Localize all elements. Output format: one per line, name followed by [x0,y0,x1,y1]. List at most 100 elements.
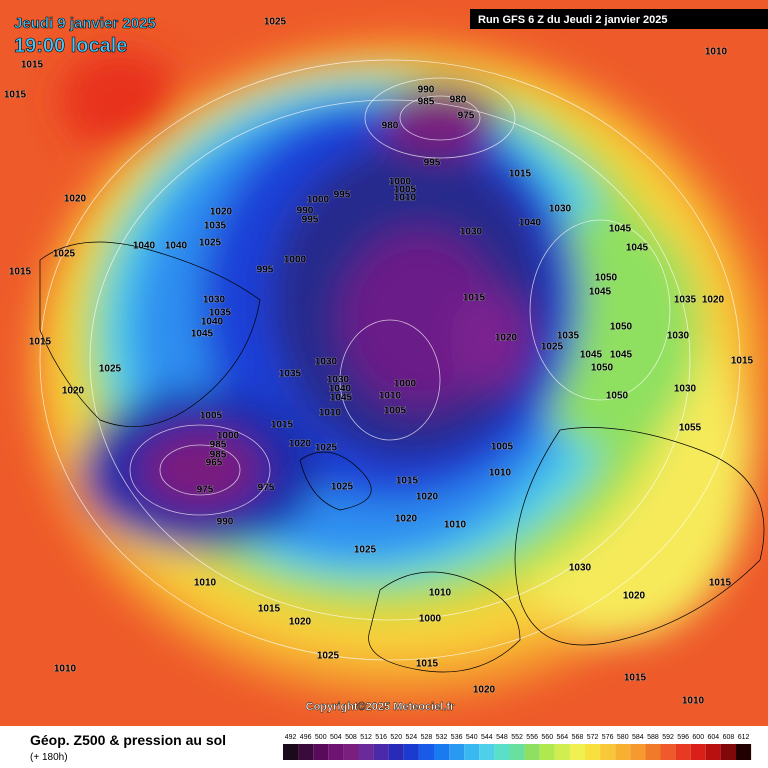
pressure-label: 1025 [99,364,122,375]
pressure-label: 1015 [416,659,439,670]
run-info: Run GFS 6 Z du Jeudi 2 janvier 2025 [478,14,668,26]
pressure-label: 1015 [9,267,32,278]
pressure-label: 975 [458,111,475,122]
scale-swatch [675,744,691,760]
pressure-label: 1050 [591,363,614,374]
pressure-label: 1025 [354,545,377,556]
pressure-label: 1055 [679,423,702,434]
scale-swatch [343,744,359,760]
pressure-label: 1045 [626,243,649,254]
pressure-label: 1030 [327,375,350,386]
pressure-label: 1000 [389,177,412,188]
scale-label: 496 [300,734,312,741]
scale-label: 500 [315,734,327,741]
pressure-label: 1015 [709,578,732,589]
valid-date: Jeudi 9 janvier 2025 [14,15,156,32]
scale-label: 540 [466,734,478,741]
scale-label: 556 [526,734,538,741]
scale-swatch [283,744,299,760]
pressure-label: 1030 [315,357,338,368]
pressure-label: 1035 [279,369,302,380]
pressure-label: 995 [302,215,319,226]
pressure-label: 1045 [580,350,603,361]
pressure-label: 1035 [204,221,227,232]
scale-swatch [645,744,661,760]
pressure-label: 1030 [667,331,690,342]
pressure-label: 1045 [610,350,633,361]
scale-label: 572 [587,734,599,741]
pressure-label: 980 [382,121,399,132]
pressure-label: 1010 [429,588,452,599]
scale-label: 560 [541,734,553,741]
pressure-label: 1050 [606,391,629,402]
pressure-label: 1015 [624,673,647,684]
pressure-label: 1020 [64,194,87,205]
pressure-label: 1030 [460,227,483,238]
pressure-label: 1020 [289,439,312,450]
pressure-label: 1025 [264,17,287,28]
pressure-label: 1010 [444,520,467,531]
pressure-label: 1020 [395,514,418,525]
scale-label: 604 [708,734,720,741]
scale-label: 612 [738,734,750,741]
pressure-label: 1015 [396,476,419,487]
pressure-label: 1015 [731,356,754,367]
pressure-label: 1015 [463,293,486,304]
scale-label: 516 [375,734,387,741]
pressure-label: 1020 [416,492,439,503]
pressure-label: 1040 [201,317,224,328]
pressure-label: 1050 [610,322,633,333]
scale-label: 536 [451,734,463,741]
scale-label: 576 [602,734,614,741]
pressure-label: 1040 [133,241,156,252]
pressure-label: 1020 [210,207,233,218]
pressure-label: 1015 [21,60,44,71]
pressure-label: 1035 [209,308,232,319]
pressure-label: 1050 [595,273,618,284]
pressure-label: 1030 [674,384,697,395]
scale-label: 548 [496,734,508,741]
scale-swatch [720,744,736,760]
pressure-label: 990 [418,85,435,96]
pressure-label: 1025 [315,443,338,454]
pressure-label: 1020 [495,333,518,344]
scale-label: 568 [572,734,584,741]
pressure-label: 1010 [394,193,417,204]
run-box [470,9,768,29]
scale-label: 580 [617,734,629,741]
scale-swatch [313,744,329,760]
footer-lead: (+ 180h) [30,752,68,763]
pressure-label: 1045 [330,393,353,404]
scale-label: 584 [632,734,644,741]
scale-swatch [298,744,314,760]
color-scale: 492 496 500 504 508 512 516 520 524 528 532 536 540 5… [283,734,752,760]
pressure-label: 980 [450,95,467,106]
pressure-label: 965 [206,458,223,469]
pressure-label: 1020 [702,295,725,306]
scale-swatch [554,744,570,760]
pressure-label: 975 [197,485,214,496]
pressure-label: 1000 [284,255,307,266]
scale-swatch [524,744,540,760]
pressure-label: 1000 [217,431,240,442]
pressure-label: 1040 [329,384,352,395]
scale-label: 552 [511,734,523,741]
pressure-label: 1025 [53,249,76,260]
scale-swatch [690,744,706,760]
pressure-label: 1025 [541,342,564,353]
pressure-label: 985 [210,450,227,461]
pressure-label: 1030 [203,295,226,306]
pressure-label: 1015 [258,604,281,615]
scale-swatch [358,744,374,760]
scale-swatch [705,744,721,760]
pressure-label: 1010 [319,408,342,419]
pressure-label: 1030 [549,204,572,215]
scale-label: 600 [692,734,704,741]
scale-swatch [569,744,585,760]
pressure-label: 1025 [331,482,354,493]
scale-label: 588 [647,734,659,741]
scale-swatch [388,744,404,760]
scale-swatch [630,744,646,760]
pressure-label: 1010 [489,468,512,479]
